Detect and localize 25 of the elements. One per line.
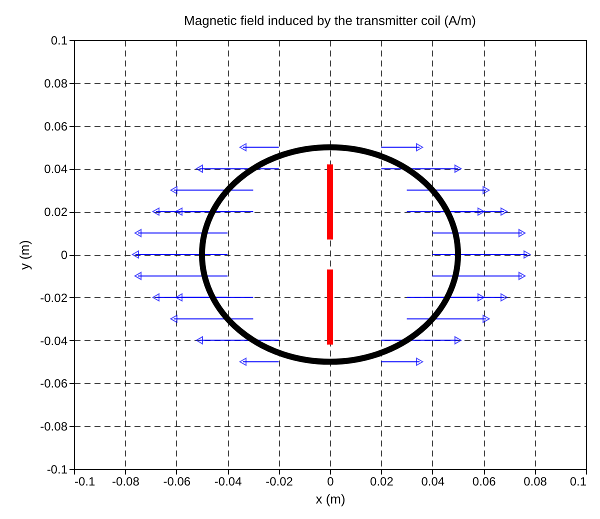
y-tick-label: 0.02 [44,205,68,220]
x-axis-title: x (m) [316,492,346,506]
x-tick-label: 0.04 [421,474,445,488]
y-tick-label: 0.04 [44,162,68,176]
y-tick-label: 0 [60,248,68,262]
x-tick-label: -0.06 [163,474,191,488]
y-tick-label: -0.04 [40,334,68,348]
y-tick-label: 0.1 [50,34,68,48]
x-tick-label: 0.08 [524,474,548,488]
x-tick-label: 0.02 [370,474,394,488]
x-tick-label: -0.02 [266,474,294,488]
y-tick-label: -0.06 [40,376,68,391]
y-tick-label: 0.06 [44,119,68,134]
x-tick-label: 0.06 [472,474,496,488]
x-tick-label: -0.04 [214,474,242,488]
x-tick-label: 0.1 [570,474,587,488]
y-tick-label: 0.08 [44,76,68,90]
x-tick-label: -0.08 [112,474,140,488]
y-tick-label: -0.1 [46,462,68,476]
x-tick-label: 0 [327,474,334,488]
y-axis-title: y (m) [17,240,32,270]
y-tick-label: -0.02 [40,290,68,305]
x-tick-label: -0.1 [74,474,96,488]
y-tick-label: -0.08 [40,420,68,434]
chart-title: Magnetic field induced by the transmitter coil (A/m) [184,13,476,28]
